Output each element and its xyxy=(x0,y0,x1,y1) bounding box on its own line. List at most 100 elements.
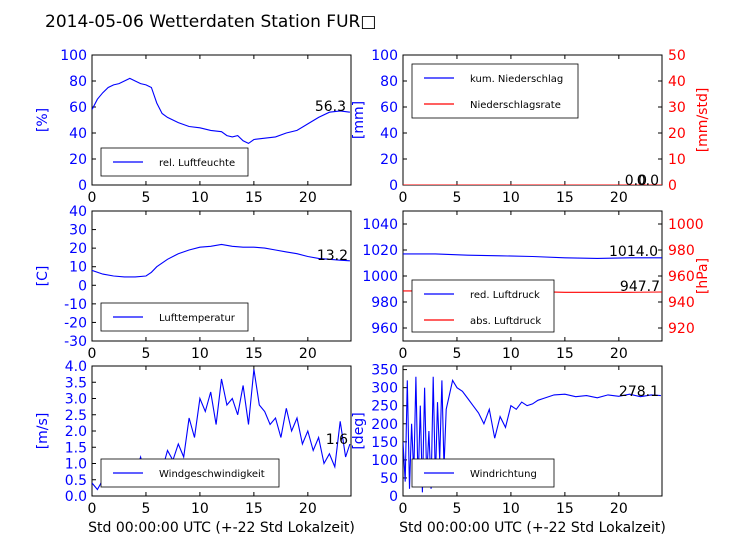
legend-label: abs. Luftdruck xyxy=(470,316,541,327)
y-tick-label: 40 xyxy=(69,126,87,142)
y-tick-label: 1020 xyxy=(362,243,398,259)
y-tick-label: 0 xyxy=(78,278,87,294)
legend-box xyxy=(411,279,555,333)
y-tick-label: 1040 xyxy=(362,217,398,233)
legend-label: kum. Niederschlag xyxy=(470,74,563,85)
x-tick-label: 15 xyxy=(556,346,574,362)
y-tick-label: 30 xyxy=(69,223,87,239)
x-tick-label: 0 xyxy=(88,190,97,206)
x-tick-label: 15 xyxy=(245,346,263,362)
y-tick-label: 80 xyxy=(69,74,87,90)
y2-axis-label: [mm/std] xyxy=(695,88,711,153)
y-tick-label: 0 xyxy=(389,178,398,194)
y-tick-label: 50 xyxy=(380,471,398,487)
x-tick-label: 15 xyxy=(245,501,263,517)
y-tick-label: 100 xyxy=(371,48,398,64)
y2-tick-label: 20 xyxy=(668,126,686,142)
y2-tick-label: 1000 xyxy=(668,217,704,233)
legend-label: rel. Luftfeuchte xyxy=(159,158,235,169)
y2-tick-label: 10 xyxy=(668,152,686,168)
y-tick-label: 200 xyxy=(371,417,398,433)
y-tick-label: 100 xyxy=(60,48,87,64)
y-tick-label: 3.0 xyxy=(65,392,87,408)
y-tick-label: 1000 xyxy=(362,269,398,285)
y-tick-label: 60 xyxy=(69,100,87,116)
x-tick-label: 5 xyxy=(141,190,150,206)
x-tick-label: 0 xyxy=(88,346,97,362)
y-tick-label: 40 xyxy=(69,204,87,220)
last-value-label: 0.0 xyxy=(637,173,659,189)
y-tick-label: 980 xyxy=(371,295,398,311)
x-tick-label: 0 xyxy=(399,346,408,362)
y-tick-label: 3.5 xyxy=(65,375,87,391)
y-tick-label: 0 xyxy=(389,489,398,505)
y-tick-label: 100 xyxy=(371,453,398,469)
y2-tick-label: 40 xyxy=(668,74,686,90)
y-tick-label: 4.0 xyxy=(65,359,87,375)
x-tick-label: 10 xyxy=(191,346,209,362)
chart-panel-3: 0 5 10 15 20 -30 -20 -10 0 10 20 30 40 [C] Lufttempera… xyxy=(35,204,352,362)
y-axis-label: [%] xyxy=(35,108,51,132)
y-axis-label: [mm] xyxy=(351,101,367,139)
x-axis-label: Std 00:00:00 UTC (+-22 Std Lokalzeit) xyxy=(399,520,666,536)
y-tick-label: 0.0 xyxy=(65,489,87,505)
series-line-1 xyxy=(403,253,662,259)
x-tick-label: 5 xyxy=(452,346,461,362)
y-tick-label: 300 xyxy=(371,381,398,397)
legend-label: Windgeschwindigkeit xyxy=(159,469,265,480)
chart-panel-5: 0 5 10 15 20 0.00.51.01.52.02.53.03.54.0 [m/s]… xyxy=(35,359,355,536)
x-tick-label: 15 xyxy=(556,501,574,517)
x-tick-label: 10 xyxy=(502,501,520,517)
x-tick-label: 15 xyxy=(245,190,263,206)
y-tick-label: 10 xyxy=(69,260,87,276)
chart-panel-1: 0 5 10 15 20 0 20 40 60 80 100 [%] rel. Luftfeuchte 5… xyxy=(35,48,352,206)
y2-axis-label: [hPa] xyxy=(695,258,711,294)
legend-label: Windrichtung xyxy=(470,469,537,480)
y2-tick-label: 30 xyxy=(668,100,686,116)
chart-panel-4: 0 5 10 15 20 960 980 1000 1020 1040 920 940 960 980 10… xyxy=(362,210,711,362)
x-tick-label: 5 xyxy=(452,190,461,206)
last-value-label-2: 947.7 xyxy=(620,279,660,295)
x-axis-label: Std 00:00:00 UTC (+-22 Std Lokalzeit) xyxy=(88,520,355,536)
legend-label: Niederschlagsrate xyxy=(470,100,561,111)
y-tick-label: -10 xyxy=(64,297,87,313)
x-tick-label: 0 xyxy=(399,501,408,517)
last-value-label: 1014.0 xyxy=(609,244,658,260)
y-tick-label: 40 xyxy=(380,126,398,142)
y-tick-label: 150 xyxy=(371,435,398,451)
y-tick-label: 1.0 xyxy=(65,457,87,473)
x-tick-label: 20 xyxy=(610,501,628,517)
x-tick-label: 10 xyxy=(191,501,209,517)
legend-label: Lufttemperatur xyxy=(159,313,236,324)
y2-tick-label: 0 xyxy=(668,178,677,194)
y-tick-label: -30 xyxy=(64,334,87,350)
y-tick-label: -20 xyxy=(64,315,87,331)
x-tick-label: 5 xyxy=(452,501,461,517)
last-value-label: 278.1 xyxy=(619,384,659,400)
y2-tick-label: 920 xyxy=(668,321,695,337)
x-tick-label: 5 xyxy=(141,346,150,362)
legend-box xyxy=(411,63,579,119)
series-line-1 xyxy=(403,376,661,493)
series-line-1 xyxy=(92,243,350,278)
y-axis-label: [deg] xyxy=(351,412,367,449)
y-tick-label: 960 xyxy=(371,321,398,337)
legend-label: red. Luftdruck xyxy=(470,290,540,301)
x-tick-label: 20 xyxy=(610,346,628,362)
y-tick-label: 350 xyxy=(371,363,398,379)
x-tick-label: 20 xyxy=(299,190,317,206)
y-axis-label: [m/s] xyxy=(35,413,51,450)
y-axis-label: [C] xyxy=(35,266,51,287)
y-tick-label: 20 xyxy=(69,241,87,257)
last-value-label: 1.6 xyxy=(326,432,348,448)
y2-tick-label: 960 xyxy=(668,269,695,285)
x-tick-label: 20 xyxy=(299,501,317,517)
last-value-label: 56.3 xyxy=(315,99,346,115)
figure-title: 2014-05-06 Wetterdaten Station FUR□ xyxy=(45,12,376,32)
x-tick-label: 0 xyxy=(88,501,97,517)
y-tick-label: 2.0 xyxy=(65,424,87,440)
y-tick-label: 20 xyxy=(69,152,87,168)
y2-tick-label: 940 xyxy=(668,295,695,311)
